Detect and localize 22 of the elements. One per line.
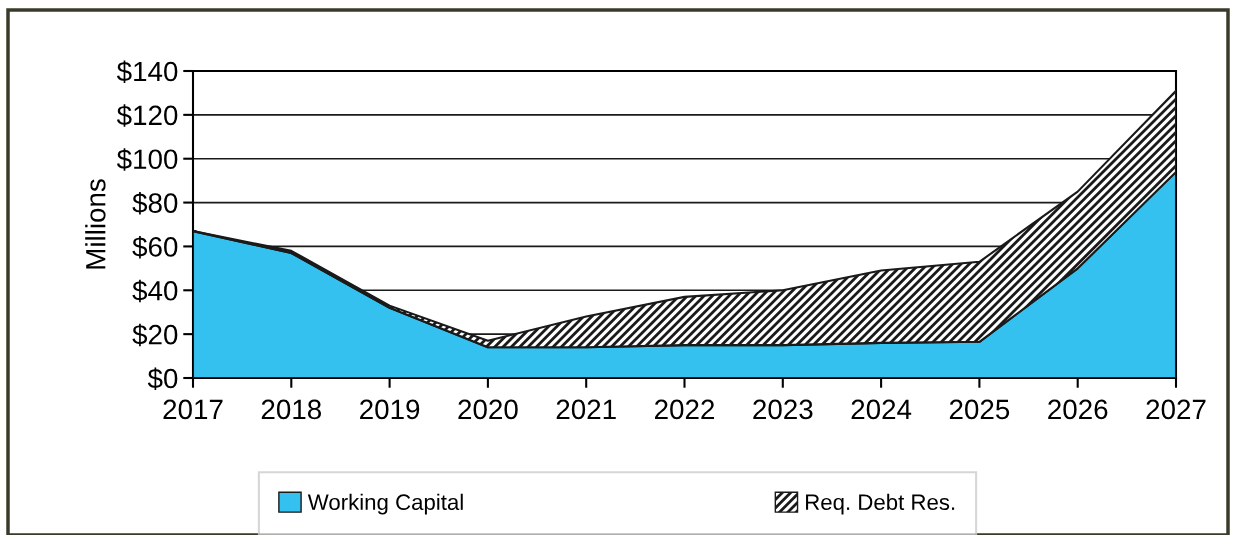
y-tick-label: $120 — [116, 104, 178, 127]
x-tick-label: 2025 — [949, 399, 1010, 420]
legend-label: Req. Debt Res. — [806, 493, 955, 515]
legend-label: Working Capital — [307, 493, 463, 515]
y-tick-label: $140 — [116, 60, 178, 83]
y-tick-label: $40 — [132, 279, 178, 303]
x-tick-label: 2027 — [1146, 399, 1206, 420]
x-tick-label: 2021 — [556, 399, 616, 420]
x-tick-label: 2024 — [851, 399, 912, 420]
x-tick-label: 2022 — [655, 399, 715, 420]
y-tick-label: $100 — [116, 148, 178, 171]
y-axis-title: Millions — [85, 179, 106, 269]
x-tick-label: 2023 — [753, 399, 813, 420]
x-tick-label: 2019 — [360, 399, 420, 420]
y-tick-label: $60 — [132, 235, 178, 259]
x-tick-label: 2026 — [1048, 399, 1108, 420]
x-tick-label: 2018 — [261, 399, 321, 420]
y-tick-label: $0 — [147, 367, 178, 390]
y-tick-label: $80 — [132, 192, 178, 215]
y-tick-label: $20 — [132, 323, 178, 347]
x-tick-label: 2017 — [163, 399, 223, 420]
x-tick-label: 2020 — [458, 399, 518, 420]
